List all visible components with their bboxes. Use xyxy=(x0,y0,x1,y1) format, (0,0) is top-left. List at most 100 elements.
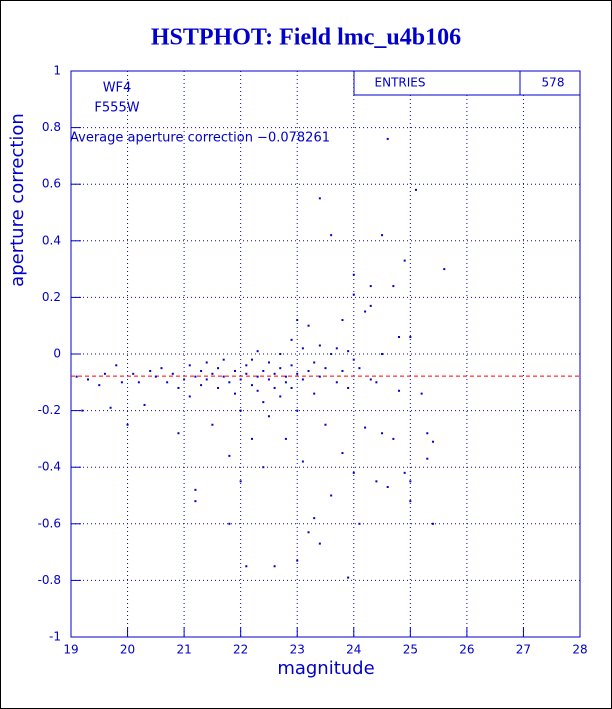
point xyxy=(313,361,316,364)
point xyxy=(228,454,231,457)
point xyxy=(217,367,220,370)
point xyxy=(200,369,203,372)
point xyxy=(403,259,406,262)
x-tick-label: 27 xyxy=(516,643,531,657)
point xyxy=(120,381,123,384)
y-tick-label: -0.2 xyxy=(38,403,61,417)
point xyxy=(330,494,333,497)
point xyxy=(86,378,89,381)
x-tick-label: 26 xyxy=(459,643,474,657)
point xyxy=(352,273,355,276)
point xyxy=(420,392,423,395)
point xyxy=(301,378,304,381)
point xyxy=(443,268,446,271)
point xyxy=(318,344,321,347)
point xyxy=(194,500,197,503)
point xyxy=(296,559,299,562)
point xyxy=(318,197,321,200)
point xyxy=(256,375,259,378)
point xyxy=(318,375,321,378)
point xyxy=(364,310,367,313)
point xyxy=(352,293,355,296)
point xyxy=(381,353,384,355)
point xyxy=(414,188,417,191)
point xyxy=(132,372,135,375)
point xyxy=(109,406,112,409)
point xyxy=(228,522,231,525)
point xyxy=(166,381,169,384)
y-tick-label: 0 xyxy=(53,347,61,361)
point xyxy=(341,452,344,455)
x-tick-label: 24 xyxy=(346,643,361,657)
point xyxy=(194,375,197,378)
point xyxy=(386,486,389,489)
annotation: F555W xyxy=(94,101,139,116)
point xyxy=(267,378,270,381)
point xyxy=(330,234,333,237)
point xyxy=(177,386,180,389)
point xyxy=(228,381,231,384)
point xyxy=(239,480,242,483)
point xyxy=(279,395,282,398)
x-tick-label: 22 xyxy=(233,643,248,657)
point xyxy=(250,437,253,440)
point xyxy=(301,347,304,350)
point xyxy=(205,378,208,381)
y-tick-label: -1 xyxy=(49,630,61,644)
y-tick-label: 1 xyxy=(53,64,61,78)
point xyxy=(392,437,395,440)
point xyxy=(296,319,299,322)
point xyxy=(307,324,310,327)
annotation: Average aperture correction −0.078261 xyxy=(70,131,330,146)
y-tick-label: -0.6 xyxy=(38,516,61,530)
y-tick-label: 0.2 xyxy=(42,290,61,304)
point xyxy=(171,372,174,375)
point xyxy=(211,423,214,426)
point xyxy=(262,369,265,372)
stats-box xyxy=(353,70,581,96)
x-tick-label: 28 xyxy=(572,643,587,657)
point xyxy=(239,378,242,381)
point xyxy=(375,381,378,384)
point xyxy=(143,403,146,406)
point xyxy=(183,378,186,381)
point xyxy=(347,386,350,389)
y-axis-label: aperture correction xyxy=(7,113,28,287)
x-tick-label: 19 xyxy=(63,643,78,657)
point xyxy=(211,372,214,375)
chart-title: HSTPHOT: Field lmc_u4b106 xyxy=(151,25,461,51)
point xyxy=(324,367,327,370)
point xyxy=(81,409,84,412)
point xyxy=(375,480,378,483)
point xyxy=(250,384,253,387)
stats-label: ENTRIES xyxy=(375,76,426,90)
point xyxy=(290,386,293,389)
point xyxy=(296,409,299,412)
point xyxy=(126,423,129,426)
x-axis-label: magnitude xyxy=(277,658,374,679)
point xyxy=(154,375,157,378)
annotation: WF4 xyxy=(103,81,132,96)
point xyxy=(301,460,304,463)
point xyxy=(273,565,276,568)
point xyxy=(284,437,287,440)
x-tick-label: 25 xyxy=(403,643,418,657)
point xyxy=(279,353,282,355)
point xyxy=(245,565,248,568)
point xyxy=(222,375,225,378)
point xyxy=(205,361,208,364)
point xyxy=(341,319,344,322)
point xyxy=(234,369,237,372)
point xyxy=(335,347,338,350)
y-tick-label: 0.8 xyxy=(42,120,61,134)
point xyxy=(307,531,310,534)
point xyxy=(284,375,287,378)
point xyxy=(239,409,242,412)
point xyxy=(250,358,253,361)
x-tick-label: 20 xyxy=(120,643,135,657)
point xyxy=(409,480,412,483)
point xyxy=(290,338,293,341)
point xyxy=(381,432,384,435)
point xyxy=(267,361,270,364)
